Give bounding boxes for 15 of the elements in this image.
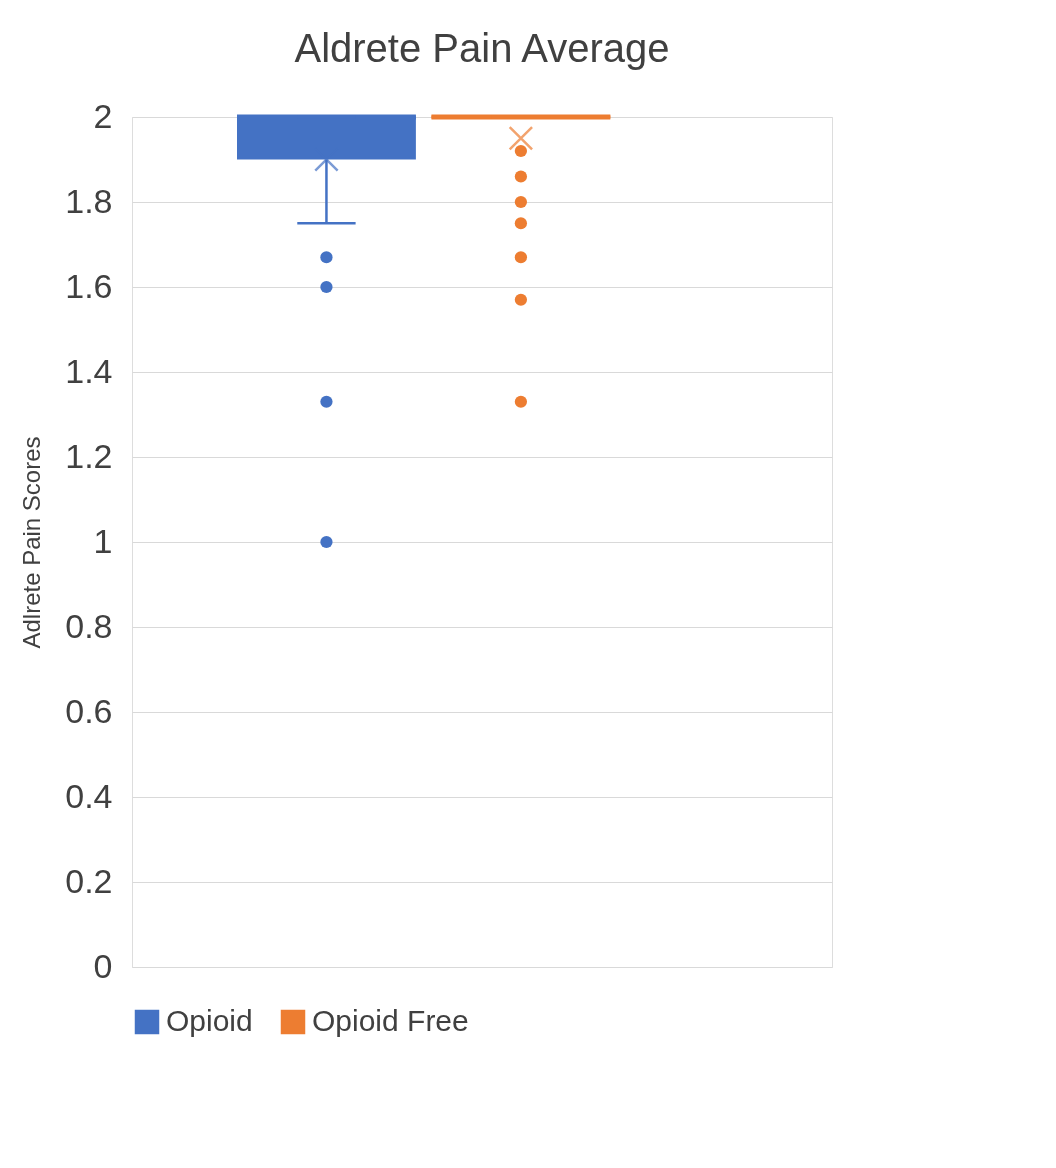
y-tick-label: 1.8 <box>65 181 113 220</box>
y-axis-title: Adlrete Pain Scores <box>18 436 46 649</box>
y-tick-label: 1.4 <box>65 351 113 390</box>
y-tick-label: 1 <box>93 521 113 560</box>
legend-label: Opioid Free <box>312 1004 469 1037</box>
y-tick-label: 0.6 <box>65 691 113 730</box>
y-tick-label: 0.8 <box>65 606 113 645</box>
legend-label: Opioid <box>166 1004 253 1037</box>
y-tick-label: 0.4 <box>65 776 113 815</box>
y-tick-label: 1.6 <box>65 266 113 305</box>
y-tick-label: 0.2 <box>65 861 113 900</box>
y-tick-label: 2 <box>93 96 113 135</box>
y-tick-label: 1.2 <box>65 436 113 475</box>
y-tick-label: 0 <box>93 946 113 985</box>
chart-title: Aldrete Pain Average <box>294 26 670 70</box>
